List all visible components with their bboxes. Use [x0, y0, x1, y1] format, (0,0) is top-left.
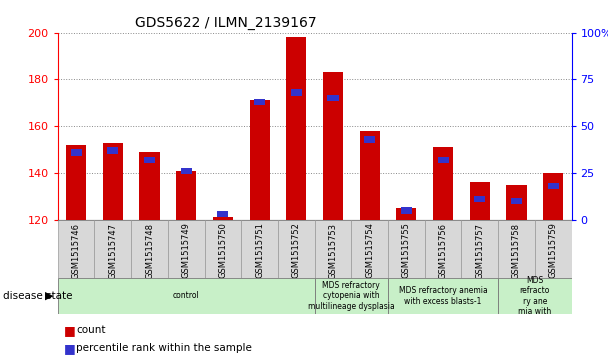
- Bar: [58, 278, 315, 314]
- Bar: [286, 37, 306, 220]
- Bar: [217, 211, 229, 217]
- Text: ▶: ▶: [45, 291, 54, 301]
- Text: percentile rank within the sample: percentile rank within the sample: [76, 343, 252, 354]
- Bar: [204, 220, 241, 278]
- Text: GSM1515756: GSM1515756: [438, 223, 447, 278]
- Text: GSM1515746: GSM1515746: [72, 223, 81, 278]
- Bar: [66, 145, 86, 220]
- Bar: [433, 147, 453, 220]
- Bar: [139, 152, 159, 220]
- Bar: [144, 156, 155, 163]
- Text: GSM1515755: GSM1515755: [402, 223, 411, 278]
- Bar: [94, 220, 131, 278]
- Bar: [506, 184, 527, 220]
- Bar: [181, 168, 192, 174]
- Bar: [396, 208, 416, 220]
- Text: GSM1515749: GSM1515749: [182, 223, 191, 278]
- Bar: [401, 207, 412, 213]
- Bar: [249, 101, 270, 220]
- Text: GSM1515750: GSM1515750: [218, 223, 227, 278]
- Bar: [131, 220, 168, 278]
- Bar: [470, 182, 490, 220]
- Text: GSM1515747: GSM1515747: [108, 223, 117, 278]
- Text: disease state: disease state: [3, 291, 72, 301]
- Text: GDS5622 / ILMN_2139167: GDS5622 / ILMN_2139167: [135, 16, 316, 30]
- Bar: [315, 220, 351, 278]
- Bar: [213, 217, 233, 220]
- Bar: [107, 147, 119, 154]
- Text: GSM1515759: GSM1515759: [548, 223, 558, 278]
- Bar: [278, 220, 315, 278]
- Text: MDS
refracto
ry ane
mia with: MDS refracto ry ane mia with: [518, 276, 551, 316]
- Bar: [359, 131, 380, 220]
- Text: GSM1515753: GSM1515753: [328, 223, 337, 278]
- Text: GSM1515748: GSM1515748: [145, 223, 154, 278]
- Bar: [291, 89, 302, 96]
- Bar: [168, 220, 204, 278]
- Bar: [323, 72, 343, 220]
- Bar: [103, 143, 123, 220]
- Bar: [315, 278, 388, 314]
- Bar: [498, 278, 572, 314]
- Bar: [388, 220, 425, 278]
- Text: ■: ■: [64, 324, 75, 337]
- Bar: [241, 220, 278, 278]
- Bar: [176, 171, 196, 220]
- Text: count: count: [76, 325, 106, 335]
- Bar: [548, 183, 559, 189]
- Text: control: control: [173, 291, 199, 300]
- Bar: [58, 220, 94, 278]
- Bar: [388, 278, 498, 314]
- Text: GSM1515754: GSM1515754: [365, 223, 374, 278]
- Bar: [474, 196, 485, 202]
- Text: GSM1515751: GSM1515751: [255, 223, 264, 278]
- Bar: [351, 220, 388, 278]
- Bar: [438, 156, 449, 163]
- Text: GSM1515758: GSM1515758: [512, 223, 521, 278]
- Bar: [498, 220, 535, 278]
- Bar: [511, 197, 522, 204]
- Bar: [425, 220, 461, 278]
- Text: MDS refractory anemia
with excess blasts-1: MDS refractory anemia with excess blasts…: [399, 286, 488, 306]
- Bar: [71, 149, 81, 156]
- Text: GSM1515752: GSM1515752: [292, 223, 301, 278]
- Text: GSM1515757: GSM1515757: [475, 223, 485, 278]
- Bar: [543, 173, 563, 220]
- Text: ■: ■: [64, 342, 75, 355]
- Text: MDS refractory
cytopenia with
multilineage dysplasia: MDS refractory cytopenia with multilinea…: [308, 281, 395, 311]
- Bar: [254, 99, 265, 105]
- Bar: [328, 95, 339, 101]
- Bar: [461, 220, 498, 278]
- Bar: [364, 136, 375, 143]
- Bar: [535, 220, 572, 278]
